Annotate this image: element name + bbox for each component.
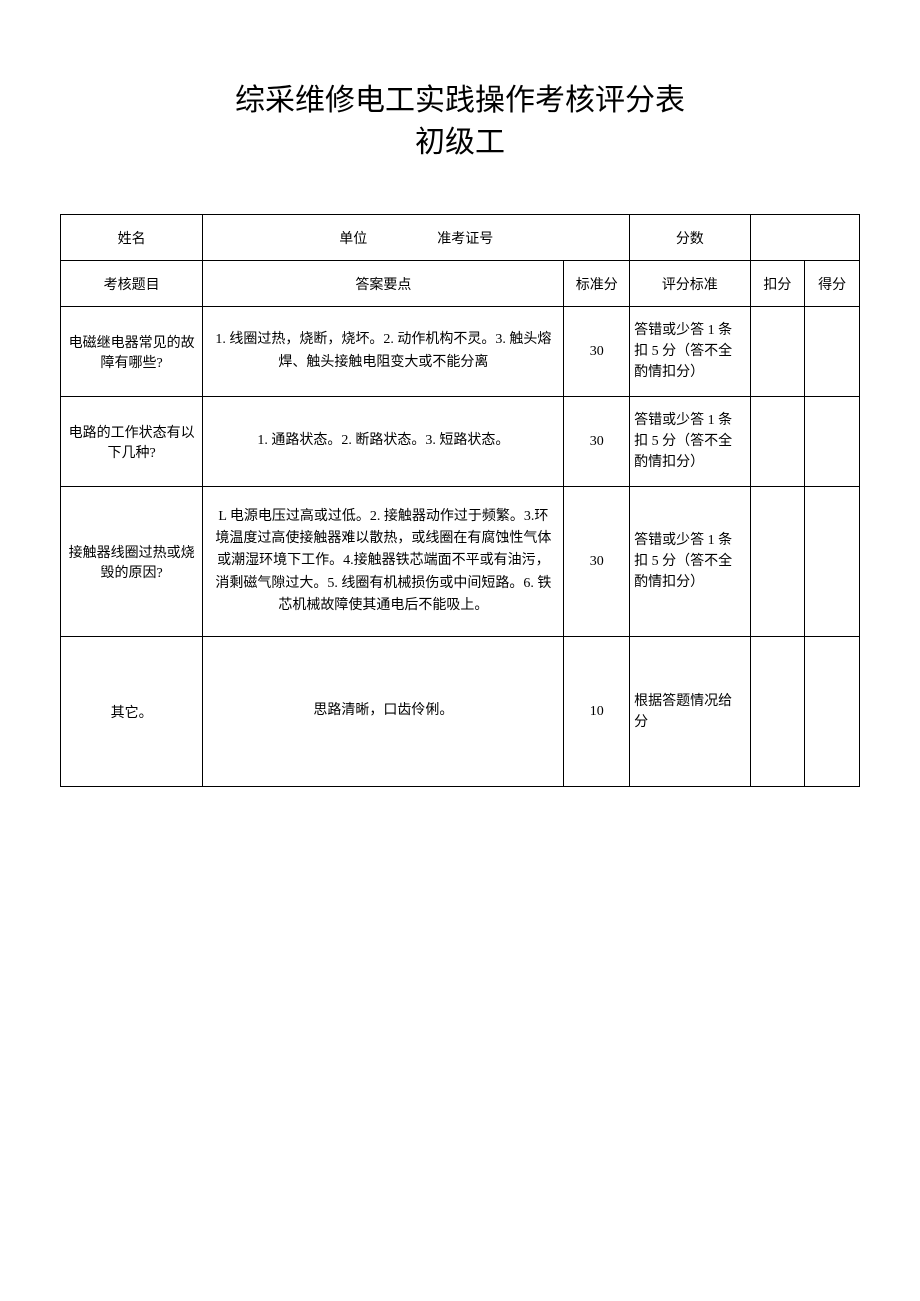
- col-topic-header: 考核题目: [61, 261, 203, 307]
- col-deduct-header: 扣分: [750, 261, 805, 307]
- column-header-row: 考核题目 答案要点 标准分 评分标准 扣分 得分: [61, 261, 860, 307]
- title-line2: 初级工: [60, 122, 860, 164]
- stdscore-cell: 30: [564, 487, 630, 637]
- deduct-cell: [750, 397, 805, 487]
- criteria-cell: 答错或少答 1 条扣 5 分（答不全酌情扣分）: [630, 397, 750, 487]
- unit-label: 单位: [339, 232, 367, 247]
- deduct-cell: [750, 487, 805, 637]
- topic-cell: 其它。: [61, 637, 203, 787]
- score-cell: [805, 487, 860, 637]
- topic-cell: 电路的工作状态有以下几种?: [61, 397, 203, 487]
- criteria-cell: 答错或少答 1 条扣 5 分（答不全酌情扣分）: [630, 487, 750, 637]
- info-row: 姓名 单位 准考证号 分数: [61, 215, 860, 261]
- table-row: 其它。 思路清晰，口齿伶俐。 10 根据答题情况给分: [61, 637, 860, 787]
- name-label: 姓名: [61, 215, 203, 261]
- table-row: 接触器线圈过热或烧毁的原因? L 电源电压过高或过低。2. 接触器动作过于频繁。…: [61, 487, 860, 637]
- score-label: 分数: [630, 215, 750, 261]
- score-cell: [805, 397, 860, 487]
- score-value-cell: [750, 215, 859, 261]
- stdscore-cell: 10: [564, 637, 630, 787]
- col-score-header: 得分: [805, 261, 860, 307]
- stdscore-cell: 30: [564, 307, 630, 397]
- answer-cell: 1. 线圈过热，烧断，烧坏。2. 动作机构不灵。3. 触头熔焊、触头接触电阻变大…: [203, 307, 564, 397]
- score-cell: [805, 307, 860, 397]
- topic-cell: 接触器线圈过热或烧毁的原因?: [61, 487, 203, 637]
- answer-cell: 思路清晰，口齿伶俐。: [203, 637, 564, 787]
- score-cell: [805, 637, 860, 787]
- deduct-cell: [750, 307, 805, 397]
- criteria-cell: 答错或少答 1 条扣 5 分（答不全酌情扣分）: [630, 307, 750, 397]
- stdscore-cell: 30: [564, 397, 630, 487]
- answer-cell: L 电源电压过高或过低。2. 接触器动作过于频繁。3.环境温度过高使接触器难以散…: [203, 487, 564, 637]
- title-line1: 综采维修电工实践操作考核评分表: [60, 80, 860, 122]
- col-stdscore-header: 标准分: [564, 261, 630, 307]
- deduct-cell: [750, 637, 805, 787]
- answer-cell: 1. 通路状态。2. 断路状态。3. 短路状态。: [203, 397, 564, 487]
- table-row: 电磁继电器常见的故障有哪些? 1. 线圈过热，烧断，烧坏。2. 动作机构不灵。3…: [61, 307, 860, 397]
- unit-exam-cell: 单位 准考证号: [203, 215, 630, 261]
- table-row: 电路的工作状态有以下几种? 1. 通路状态。2. 断路状态。3. 短路状态。 3…: [61, 397, 860, 487]
- topic-cell: 电磁继电器常见的故障有哪些?: [61, 307, 203, 397]
- col-answer-header: 答案要点: [203, 261, 564, 307]
- col-criteria-header: 评分标准: [630, 261, 750, 307]
- title-block: 综采维修电工实践操作考核评分表 初级工: [60, 80, 860, 164]
- exam-no-label: 准考证号: [437, 232, 493, 247]
- score-table: 姓名 单位 准考证号 分数 考核题目 答案要点 标准分 评分标准 扣分 得分 电…: [60, 214, 860, 787]
- criteria-cell: 根据答题情况给分: [630, 637, 750, 787]
